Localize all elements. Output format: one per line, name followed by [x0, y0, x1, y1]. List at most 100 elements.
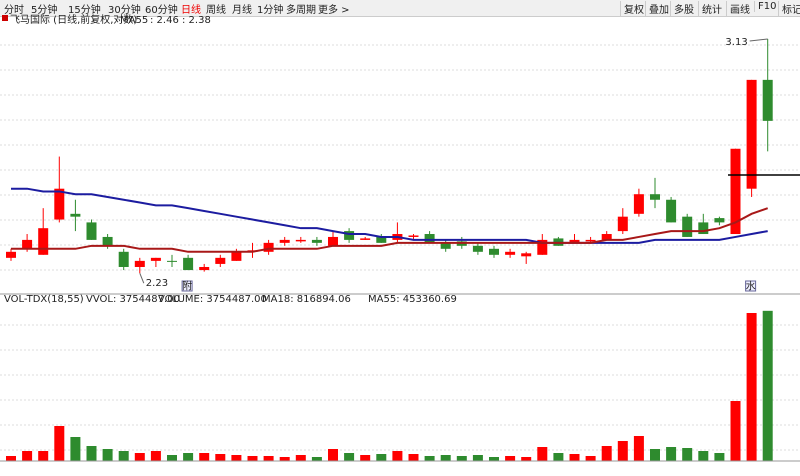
volume-bar — [183, 453, 194, 461]
volume-bar — [215, 454, 226, 461]
high-label: 3.13 — [725, 37, 747, 48]
candle-body — [376, 236, 387, 243]
candle-body — [22, 239, 33, 249]
candle-body — [424, 234, 435, 243]
volume-bar — [650, 449, 660, 461]
volume-bar — [279, 457, 290, 461]
volume-bar — [440, 455, 451, 461]
volume-bar — [392, 451, 403, 461]
candle-body — [762, 79, 773, 121]
candle-body — [167, 260, 177, 262]
volume-bar — [102, 449, 113, 461]
stock-icon — [2, 15, 8, 21]
volume-bar — [617, 441, 628, 461]
volume-bar — [698, 451, 709, 461]
candle-body — [38, 228, 49, 255]
volume-bar — [199, 453, 210, 461]
candle-body — [617, 216, 628, 232]
candle-body — [472, 245, 483, 252]
volume-bar — [167, 455, 177, 461]
legend-name: MA55 — [120, 15, 148, 26]
event-label: 附 — [182, 280, 192, 293]
volume-bar — [134, 453, 145, 461]
volume-bar — [295, 455, 306, 461]
candle-body — [86, 222, 97, 240]
candle-body — [54, 188, 65, 220]
volume-bar — [714, 453, 725, 461]
event-box — [181, 280, 193, 292]
volume-bar — [569, 454, 580, 461]
toolbar-tab[interactable]: 30分钟 — [108, 5, 141, 16]
toolbar-button[interactable]: F10 — [754, 1, 776, 12]
toolbar-button[interactable]: 画线 — [726, 1, 750, 16]
volume-bar — [472, 455, 483, 461]
low-label: 2.23 — [146, 278, 168, 289]
candle-body — [199, 266, 210, 271]
volume-bar — [746, 313, 757, 461]
candle-body — [489, 248, 499, 255]
toolbar-tab[interactable]: 1分钟 — [257, 5, 284, 16]
volume-bar — [682, 448, 693, 461]
volume-legend: MA55: 453360.69 — [368, 294, 457, 305]
toolbar-tab[interactable]: 更多 > — [318, 5, 350, 16]
candle-body — [650, 194, 660, 200]
volume-bar — [585, 456, 596, 461]
candle-body — [714, 218, 725, 223]
volume-bar — [54, 426, 65, 461]
candle-body — [215, 257, 226, 264]
candle-body — [698, 222, 709, 235]
toolbar-tab[interactable]: 15分钟 — [68, 5, 101, 16]
candle-body — [328, 236, 338, 246]
toolbar-tab[interactable]: 月线 — [232, 5, 252, 16]
toolbar-button[interactable]: 多股 — [670, 1, 694, 16]
toolbar-button[interactable]: 叠加 — [645, 1, 669, 16]
toolbar-tab[interactable]: 60分钟 — [145, 5, 178, 16]
volume-bar — [489, 457, 499, 461]
volume-bar — [247, 456, 258, 461]
volume-bar — [505, 456, 516, 461]
volume-bar — [86, 446, 97, 461]
candle-body — [569, 239, 580, 243]
candle-body — [521, 253, 532, 257]
volume-bar — [553, 453, 564, 461]
candle-body — [585, 239, 596, 242]
volume-bar — [6, 456, 16, 461]
volume-bar — [376, 454, 387, 461]
volume-bar — [424, 456, 435, 461]
volume-bar — [730, 401, 741, 461]
candle-body — [408, 235, 419, 237]
candle-body — [440, 242, 451, 249]
volume-legend: VOL-TDX(18,55) — [4, 294, 84, 305]
toolbar-tab[interactable]: 周线 — [206, 5, 226, 16]
event-label: 水 — [746, 281, 756, 293]
toolbar-tab[interactable]: 日线 — [181, 5, 201, 16]
toolbar-button[interactable]: 统计 — [698, 1, 722, 16]
volume-bar — [601, 446, 612, 461]
toolbar-button[interactable]: 标记 — [778, 1, 800, 16]
toolbar-tab[interactable]: 多周期 — [286, 5, 316, 16]
candle-body — [633, 194, 644, 214]
low-pointer — [139, 272, 145, 284]
volume-bar — [521, 457, 532, 461]
candle-body — [70, 213, 81, 217]
volume-bar — [633, 436, 644, 461]
candle-body — [311, 239, 322, 243]
volume-bar — [38, 451, 49, 461]
toolbar-tab[interactable]: 分时 — [4, 5, 24, 16]
toolbar-button[interactable]: 复权 — [620, 1, 644, 16]
candle-body — [746, 79, 757, 189]
ma-line — [11, 187, 768, 244]
volume-bar — [311, 457, 322, 461]
legend-values: : 2.46 : 2.38 — [150, 15, 211, 26]
volume-bar — [666, 447, 677, 461]
candle-body — [360, 238, 371, 240]
toolbar-tab[interactable]: 5分钟 — [31, 5, 58, 16]
volume-bar — [231, 455, 242, 461]
candle-body — [279, 239, 290, 243]
candle-body — [150, 257, 161, 261]
volume-legend: VVOL: 3754487.00 — [86, 294, 180, 305]
candle-body — [505, 251, 516, 255]
candle-body — [730, 148, 741, 235]
